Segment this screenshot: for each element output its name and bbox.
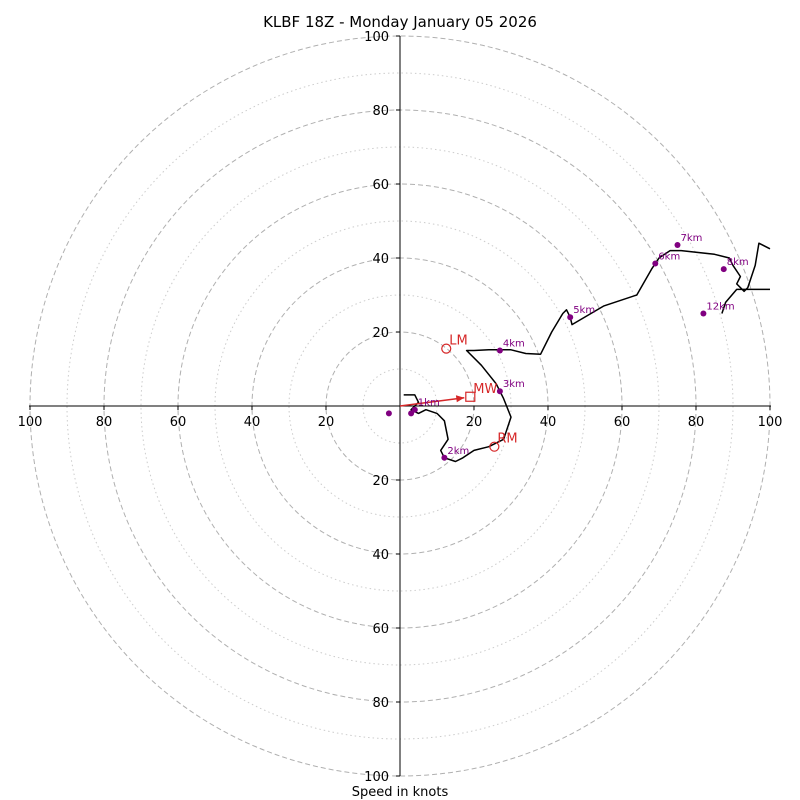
- tick-label-left-60: 60: [170, 415, 187, 430]
- marker-label-2km: 2km: [447, 446, 469, 457]
- marker-label-4km: 4km: [503, 339, 525, 350]
- rm-marker: [489, 441, 500, 452]
- marker-label-5km: 5km: [573, 305, 595, 316]
- mw-label: MW: [473, 382, 497, 397]
- shear-vector-arrowhead: [455, 395, 465, 403]
- tick-label-left-80: 80: [96, 415, 113, 430]
- tick-label-top-40: 40: [372, 252, 389, 267]
- tick-label-bottom-60: 60: [372, 622, 389, 637]
- tick-label-bottom-100: 100: [364, 770, 389, 785]
- trace-line: [403, 242, 771, 463]
- tick-label-left-20: 20: [318, 415, 335, 430]
- lm-label: LM: [449, 334, 467, 349]
- axis-tick-labels: 20 20 20 20 40 40 40 40 60 60 60 60 80 80 80 80 100 100 10…: [18, 30, 783, 785]
- shear-vector-line: [399, 397, 465, 407]
- marker-label-1km: 1km: [418, 398, 440, 409]
- marker-7km: [674, 242, 681, 249]
- marker-label-3km: 3km: [503, 379, 525, 390]
- mw-marker: [465, 391, 476, 402]
- marker-1km: [411, 406, 418, 413]
- chart-title: KLBF 18Z - Monday January 05 2026: [263, 13, 537, 31]
- marker-label-6km: 6km: [658, 252, 680, 263]
- tick-label-bottom-80: 80: [372, 696, 389, 711]
- rm-label: RM: [497, 432, 517, 447]
- trace-line-branch: [721, 288, 770, 314]
- tick-label-top-100: 100: [364, 30, 389, 45]
- axis-ticks: [29, 35, 771, 777]
- low-level-point-1: [408, 410, 415, 417]
- marker-3km: [496, 388, 503, 395]
- marker-label-8km: 8km: [727, 257, 749, 268]
- x-axis-label: Speed in knots: [352, 785, 449, 800]
- tick-label-top-80: 80: [372, 104, 389, 119]
- storm-motion-markers: LM RM MW: [441, 334, 518, 452]
- marker-8km: [720, 266, 727, 273]
- marker-label-12km: 12km: [706, 302, 734, 313]
- tick-label-right-40: 40: [540, 415, 557, 430]
- marker-4km: [496, 347, 503, 354]
- tick-label-top-60: 60: [372, 178, 389, 193]
- tick-label-bottom-20: 20: [372, 474, 389, 489]
- hodograph-trace: [403, 242, 771, 463]
- lm-marker: [441, 343, 452, 354]
- low-level-point-2: [385, 410, 392, 417]
- marker-label-7km: 7km: [681, 233, 703, 244]
- tick-label-right-100: 100: [758, 415, 783, 430]
- marker-12km: [700, 310, 707, 317]
- tick-label-top-20: 20: [372, 326, 389, 341]
- tick-label-right-60: 60: [614, 415, 631, 430]
- tick-label-left-100: 100: [18, 415, 43, 430]
- tick-label-right-80: 80: [688, 415, 705, 430]
- tick-label-right-20: 20: [466, 415, 483, 430]
- marker-6km: [652, 260, 659, 267]
- shear-vector: [399, 395, 465, 407]
- marker-5km: [567, 314, 574, 321]
- tick-label-left-40: 40: [244, 415, 261, 430]
- marker-2km: [441, 454, 448, 461]
- tick-label-bottom-40: 40: [372, 548, 389, 563]
